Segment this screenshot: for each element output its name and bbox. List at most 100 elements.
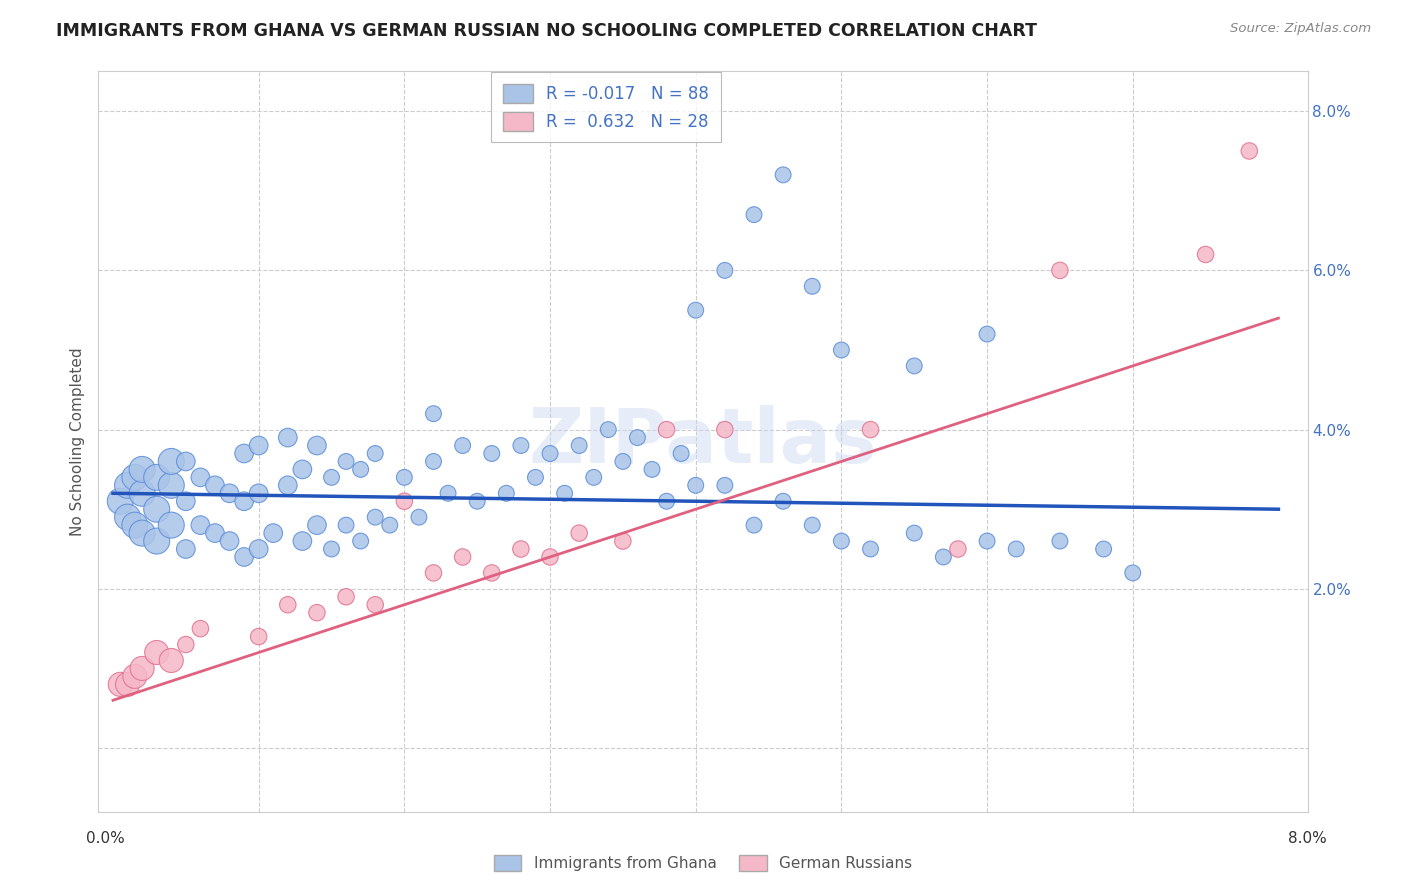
Point — [124, 669, 146, 683]
Legend: R = -0.017   N = 88, R =  0.632   N = 28: R = -0.017 N = 88, R = 0.632 N = 28 — [492, 72, 721, 143]
Point — [641, 462, 664, 476]
Point — [538, 549, 561, 564]
Point — [742, 208, 765, 222]
Point — [321, 541, 343, 556]
Point — [801, 279, 824, 293]
Point — [612, 454, 634, 468]
Point — [145, 534, 167, 549]
Point — [465, 494, 488, 508]
Point — [669, 446, 692, 460]
Point — [145, 470, 167, 484]
Point — [946, 541, 969, 556]
Point — [262, 526, 284, 541]
Point — [582, 470, 605, 484]
Point — [247, 630, 270, 644]
Point — [481, 566, 503, 580]
Point — [291, 462, 314, 476]
Point — [685, 478, 707, 492]
Point — [110, 494, 132, 508]
Point — [422, 566, 444, 580]
Point — [626, 431, 648, 445]
Point — [305, 518, 328, 533]
Point — [859, 423, 882, 437]
Point — [524, 470, 547, 484]
Point — [277, 431, 299, 445]
Point — [247, 486, 270, 500]
Point — [190, 518, 212, 533]
Point — [218, 534, 240, 549]
Point — [174, 541, 197, 556]
Point — [131, 486, 153, 500]
Point — [554, 486, 576, 500]
Point — [495, 486, 517, 500]
Point — [204, 526, 226, 541]
Point — [408, 510, 430, 524]
Point — [903, 526, 925, 541]
Point — [742, 518, 765, 533]
Point — [131, 526, 153, 541]
Point — [305, 606, 328, 620]
Point — [801, 518, 824, 533]
Point — [160, 518, 183, 533]
Text: 8.0%: 8.0% — [1288, 831, 1327, 846]
Point — [160, 478, 183, 492]
Point — [218, 486, 240, 500]
Point — [1049, 534, 1071, 549]
Point — [321, 470, 343, 484]
Point — [714, 478, 737, 492]
Point — [422, 454, 444, 468]
Point — [378, 518, 401, 533]
Point — [1239, 144, 1261, 158]
Point — [903, 359, 925, 373]
Point — [509, 541, 531, 556]
Text: 0.0%: 0.0% — [86, 831, 125, 846]
Point — [233, 494, 256, 508]
Point — [335, 590, 357, 604]
Point — [160, 653, 183, 667]
Point — [124, 470, 146, 484]
Point — [538, 446, 561, 460]
Legend: Immigrants from Ghana, German Russians: Immigrants from Ghana, German Russians — [488, 849, 918, 877]
Point — [830, 534, 852, 549]
Point — [117, 478, 139, 492]
Point — [335, 518, 357, 533]
Point — [394, 470, 416, 484]
Point — [451, 438, 474, 452]
Point — [655, 423, 678, 437]
Point — [190, 470, 212, 484]
Point — [305, 438, 328, 452]
Point — [117, 677, 139, 691]
Point — [976, 327, 998, 342]
Point — [117, 510, 139, 524]
Point — [145, 502, 167, 516]
Point — [233, 549, 256, 564]
Point — [451, 549, 474, 564]
Point — [160, 454, 183, 468]
Point — [1092, 541, 1115, 556]
Point — [598, 423, 620, 437]
Point — [568, 438, 591, 452]
Point — [772, 494, 794, 508]
Point — [509, 438, 531, 452]
Point — [350, 534, 373, 549]
Point — [247, 438, 270, 452]
Point — [568, 526, 591, 541]
Point — [247, 541, 270, 556]
Point — [932, 549, 955, 564]
Text: IMMIGRANTS FROM GHANA VS GERMAN RUSSIAN NO SCHOOLING COMPLETED CORRELATION CHART: IMMIGRANTS FROM GHANA VS GERMAN RUSSIAN … — [56, 22, 1038, 40]
Point — [233, 446, 256, 460]
Point — [714, 263, 737, 277]
Point — [335, 454, 357, 468]
Point — [131, 462, 153, 476]
Text: ZIPatlas: ZIPatlas — [529, 405, 877, 478]
Point — [291, 534, 314, 549]
Point — [1122, 566, 1144, 580]
Point — [204, 478, 226, 492]
Point — [437, 486, 460, 500]
Point — [772, 168, 794, 182]
Point — [145, 646, 167, 660]
Point — [1194, 247, 1216, 261]
Point — [124, 518, 146, 533]
Point — [174, 494, 197, 508]
Point — [174, 638, 197, 652]
